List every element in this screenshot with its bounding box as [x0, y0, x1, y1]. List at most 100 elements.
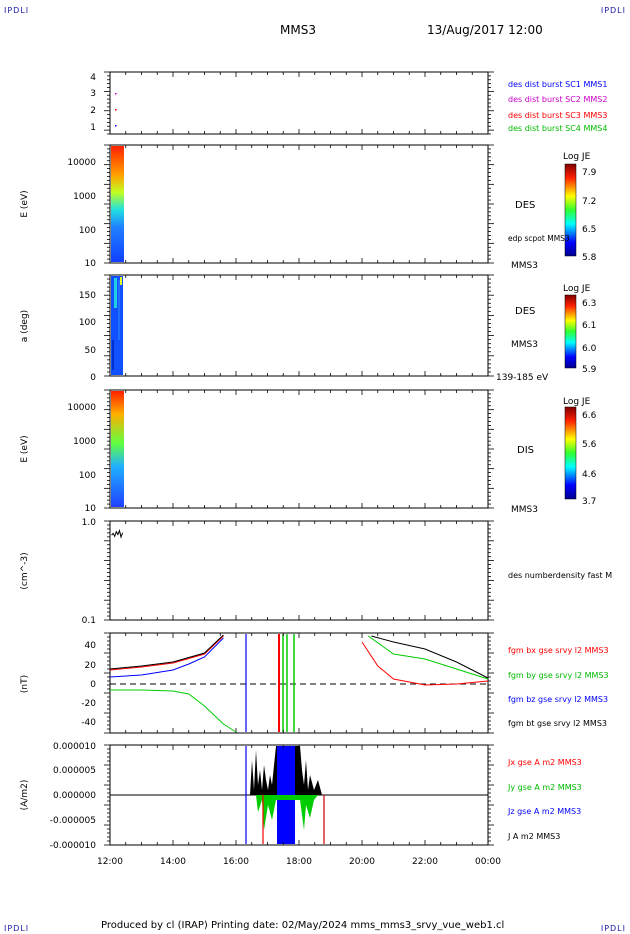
p3-right-bottom: 139-185 eV	[496, 373, 549, 383]
ylabel-p7: (A/m2)	[20, 780, 30, 811]
time-tick: 18:00	[286, 857, 312, 867]
p6-ytick: -20	[81, 699, 96, 709]
panel-frame-2	[109, 144, 489, 264]
p2-cbar-tick: 6.5	[582, 225, 596, 235]
bfield-line-0	[361, 641, 489, 686]
p4-ytick: 10	[85, 504, 97, 514]
p1-ytick: 2	[90, 106, 96, 116]
time-tick: 22:00	[412, 857, 438, 867]
p6-ytick: 40	[85, 641, 97, 651]
density-line	[111, 528, 124, 539]
data-lines	[109, 528, 489, 733]
pitch-streak-a	[114, 278, 117, 308]
corner-mark-bottom-right: IPDLI	[600, 924, 626, 933]
p2-ytick: 100	[79, 226, 96, 236]
panel-frame-4	[109, 389, 489, 509]
plot-area: E (eV) a (deg) E (eV) (cm^-3) (nT) (A/m2…	[20, 71, 612, 867]
ylabel-p6: (nT)	[20, 675, 30, 693]
corner-mark-bottom-left: IPDLI	[4, 924, 30, 933]
mission-title: MMS3	[280, 23, 316, 37]
p4-cbar-tick: 6.6	[582, 411, 597, 421]
sc3-marker	[115, 109, 117, 111]
p3-ytick: 50	[85, 346, 97, 356]
p2-cbar-tick: 7.2	[582, 197, 596, 207]
corner-mark-top-right: IPDLI	[600, 6, 626, 15]
time-tick: 14:00	[160, 857, 186, 867]
p2-cbar-title: Log JE	[563, 152, 591, 162]
p2-right-bottom: MMS3	[511, 261, 538, 271]
p2-ytick: 1000	[73, 192, 96, 202]
p5-legend: des numberdensity fast M	[508, 571, 612, 580]
footer-text: Produced by cl (IRAP) Printing date: 02/…	[101, 920, 505, 931]
p4-right-label: DIS	[517, 445, 534, 456]
p3-cbar-tick: 5.9	[582, 365, 597, 375]
p5-ytick: 1.0	[82, 518, 97, 528]
jy-burst	[256, 795, 318, 830]
legend-sc2: des dist burst SC2 MMS2	[508, 95, 607, 104]
bfield-line-2	[109, 637, 224, 678]
p6-ytick: -40	[81, 718, 96, 728]
datetime-title: 13/Aug/2017 12:00	[427, 23, 543, 37]
ylabel-p5: (cm^-3)	[20, 552, 30, 589]
p1-ytick: 4	[90, 73, 96, 83]
legend-by: fgm by gse srvy l2 MMS3	[508, 671, 609, 680]
p1-ytick: 1	[90, 123, 96, 133]
legend-sc3: des dist burst SC3 MMS3	[508, 111, 607, 120]
p2-cbar-tick: 5.8	[582, 253, 597, 263]
p3-cbar-tick: 6.0	[582, 344, 597, 354]
p7-ytick: 0.000005	[53, 766, 96, 776]
p3-ytick: 150	[79, 291, 96, 301]
p2-cbar-tick: 7.9	[582, 168, 597, 178]
bfield-line-1	[110, 689, 237, 733]
bfield-line-0	[109, 635, 224, 671]
panel-frame-3	[109, 274, 489, 377]
panel-frame-5	[109, 520, 489, 621]
p4-cbar-tick: 4.6	[582, 470, 597, 480]
dis-energy-spectrogram	[111, 391, 124, 507]
p2-ytick: 10000	[67, 158, 96, 168]
ylabel-p2: E (eV)	[20, 190, 30, 217]
p1-ytick: 3	[90, 89, 96, 99]
time-tick: 16:00	[223, 857, 249, 867]
p6-ytick: 20	[85, 661, 97, 671]
time-tick: 20:00	[349, 857, 375, 867]
p2-right-label: DES	[515, 200, 535, 211]
pitch-streak-d	[112, 340, 114, 370]
panel-frame-6	[109, 632, 489, 734]
ylabel-p3: a (deg)	[20, 310, 30, 342]
panel-frame-1	[109, 71, 489, 135]
p3-cbar-tick: 6.3	[582, 299, 596, 309]
des-energy-spectrogram	[111, 146, 124, 262]
legend-j: J A m2 MMS3	[507, 832, 560, 841]
p4-cbar-title: Log JE	[563, 397, 591, 407]
time-tick: 00:00	[475, 857, 501, 867]
p3-ytick: 100	[79, 318, 96, 328]
legend-sc1: des dist burst SC1 MMS1	[508, 80, 607, 89]
ylabel-p4: E (eV)	[20, 435, 30, 462]
p4-cbar-tick: 5.6	[582, 440, 597, 450]
p3-right-mid: MMS3	[511, 340, 538, 350]
bfield-line-1	[368, 635, 489, 680]
p7-ytick: 0.000000	[53, 791, 96, 801]
p3-cbar-title: Log JE	[563, 284, 591, 294]
p2-ytick: 10	[85, 259, 97, 269]
p4-ytick: 100	[79, 471, 96, 481]
legend-jx: Jx gse A m2 MMS3	[507, 758, 582, 767]
p7-ytick: 0.000010	[53, 742, 96, 752]
p5-ytick: 0.1	[82, 616, 96, 626]
pitch-streak-b	[118, 280, 120, 340]
p6-ytick: 0	[90, 680, 96, 690]
legend-jy: Jy gse A m2 MMS3	[507, 783, 582, 792]
corner-mark-top-left: IPDLI	[4, 6, 30, 15]
bfield-line-3	[371, 635, 489, 679]
p3-right-label: DES	[515, 306, 535, 317]
legend-sc4: des dist burst SC4 MMS4	[508, 124, 607, 133]
p4-ytick: 1000	[73, 437, 96, 447]
legend-bt: fgm bt gse srvy l2 MMS3	[508, 719, 607, 728]
p7-ytick: -0.000005	[50, 816, 96, 826]
p7-ytick: -0.000010	[50, 841, 96, 851]
p3-cbar-tick: 6.1	[582, 321, 596, 331]
p3-ytick: 0	[90, 373, 96, 383]
colorbar-dis-energy	[564, 406, 577, 500]
time-tick: 12:00	[97, 857, 123, 867]
